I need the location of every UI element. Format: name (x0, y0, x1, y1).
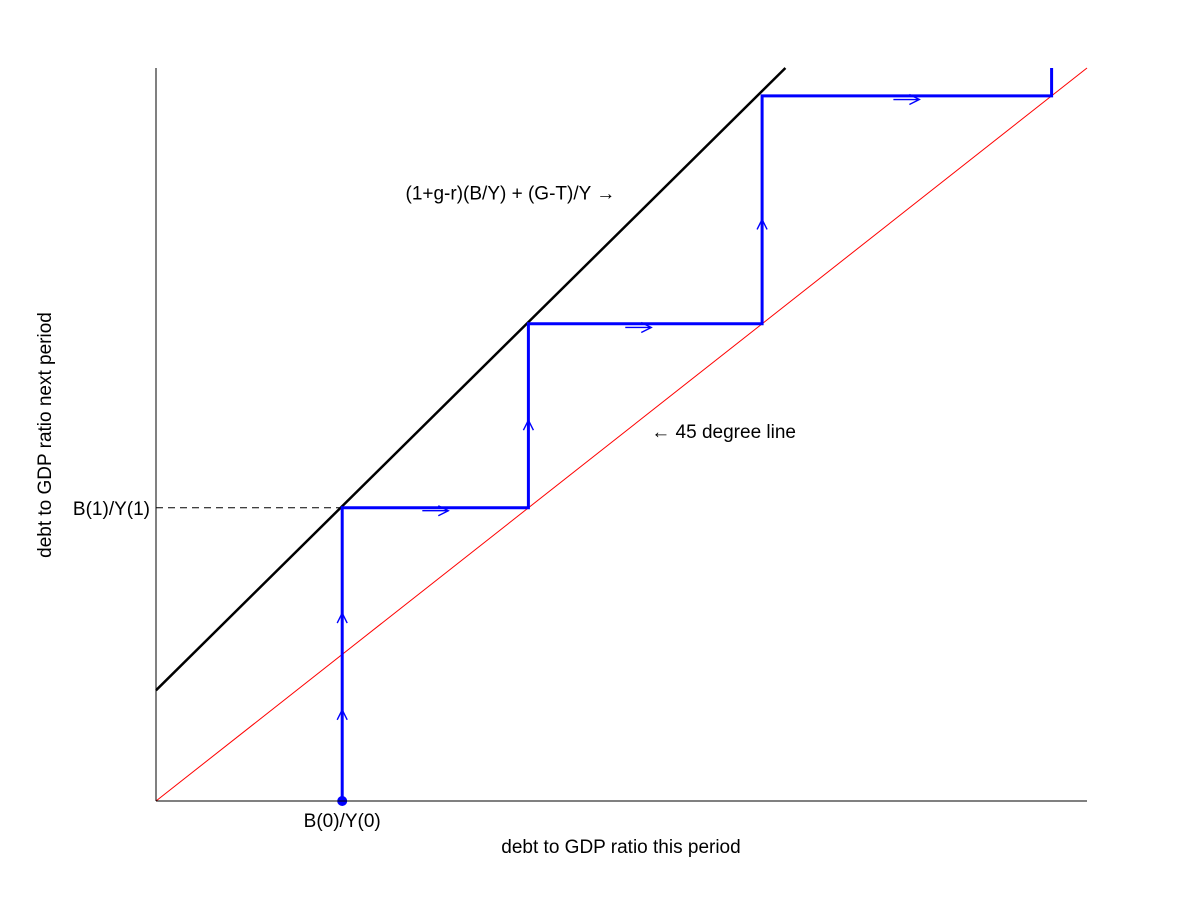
plot-lines (155, 67, 1088, 802)
arrow-right-4 (422, 505, 450, 517)
plot-axes (155, 68, 1087, 802)
arrow-right-5 (625, 321, 653, 334)
annotation-forty-five-label: ← 45 degree line (651, 422, 796, 443)
arrow-up-1 (336, 611, 348, 624)
arrow-up-3 (756, 217, 768, 230)
x-tick-label: B(0)/Y(0) (304, 811, 381, 832)
arrow-right-6 (893, 93, 921, 106)
plot-text: B(0)/Y(0) B(1)/Y(1) (1+g-r)(B/Y) + (G-T)/Y… (73, 184, 796, 832)
arrow-up-0 (336, 708, 348, 721)
series-law-of-motion (155, 67, 787, 692)
arrow-up-2 (522, 418, 535, 431)
y-axis-label: debt to GDP ratio next period (35, 312, 56, 558)
x-axis-label: debt to GDP ratio this period (501, 837, 740, 858)
annotation-curve-label: (1+g-r)(B/Y) + (G-T)/Y → (406, 184, 616, 205)
y-tick-label: B(1)/Y(1) (73, 499, 150, 520)
series-forty-five (155, 67, 1088, 802)
